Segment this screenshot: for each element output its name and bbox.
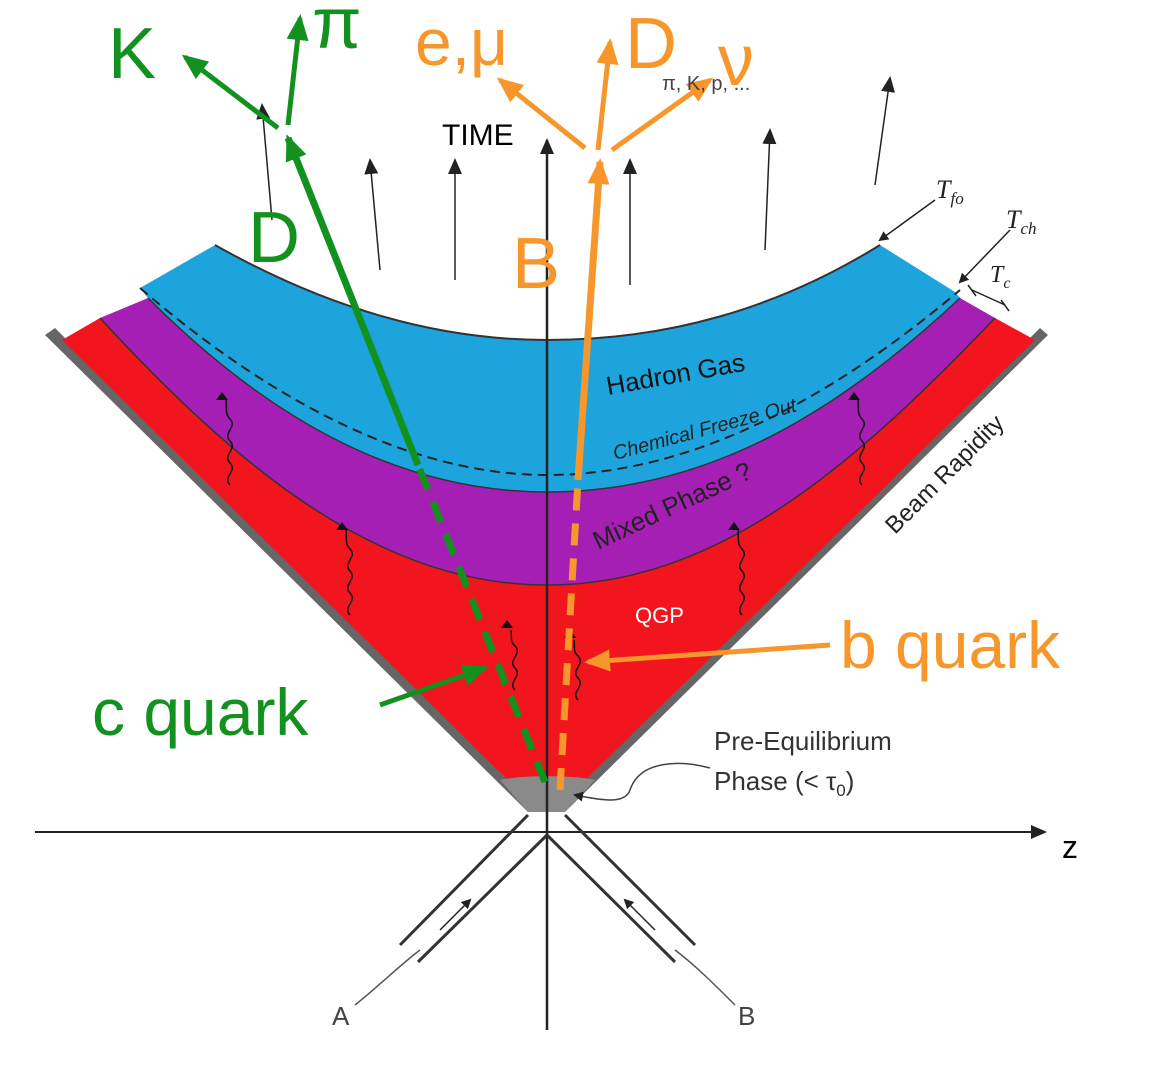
pre-equilibrium-label-line2: Phase (< τ0)	[714, 766, 854, 800]
nucleus-a-label: A	[332, 1001, 350, 1031]
nucleus-a-arrow	[439, 898, 472, 931]
beam-line-a-outer	[398, 813, 530, 947]
kaon-label: K	[108, 14, 156, 94]
arrow-icon	[364, 158, 381, 271]
nucleus-b-label: B	[738, 1001, 755, 1031]
t-c-bracket	[971, 289, 1006, 306]
t-fo-label: Tfo	[936, 175, 964, 208]
qgp-region	[62, 318, 1035, 800]
t-fo-pointer	[878, 199, 936, 242]
t-ch-pointer	[958, 229, 1011, 284]
time-axis-label: TIME	[442, 119, 514, 152]
arrow-icon	[874, 76, 895, 186]
t-ch-label: Tch	[1006, 205, 1037, 238]
arrow-icon	[256, 103, 273, 221]
bottom-trajectory	[496, 38, 831, 791]
pion-label: π	[312, 0, 362, 64]
z-axis-label: z	[1062, 829, 1078, 865]
hadrons-label: π, K, p, ...	[662, 73, 750, 95]
nucleus-b-arrow	[623, 898, 656, 931]
wavy-arrow-icon	[510, 629, 518, 691]
pre-equilibrium-label-line1: Pre-Equilibrium	[714, 726, 892, 756]
charm-trajectory	[181, 14, 549, 784]
hadron-gas-region	[140, 245, 960, 492]
d-meson-label: D	[248, 198, 300, 278]
nucleus-b-pointer	[674, 949, 736, 1006]
b-quark-pointer	[584, 642, 831, 672]
lepton-label: e,μ	[415, 5, 508, 79]
wavy-arrow-icon	[737, 528, 745, 616]
pre-equilibrium-pointer	[573, 762, 711, 802]
t-c-label: Tc	[990, 262, 1010, 292]
wavy-arrow-icon	[857, 398, 865, 486]
b-quark-label: b quark	[840, 608, 1061, 682]
qgp-label: QGP	[635, 603, 684, 628]
wavy-arrow-icon	[345, 528, 353, 616]
beam-line-a-inner	[416, 833, 549, 964]
flow-arrows	[256, 76, 895, 285]
nucleus-a-pointer	[354, 949, 421, 1006]
arrow-icon	[762, 128, 777, 251]
beam-line-b-inner	[545, 833, 677, 964]
d-meson-from-b-label: D	[625, 4, 677, 84]
wavy-arrow-icon	[573, 639, 581, 701]
neutrino-label: ν	[718, 21, 754, 101]
b-meson-label: B	[512, 224, 560, 304]
wavy-arrow-icon	[225, 398, 233, 486]
c-quark-label: c quark	[92, 675, 309, 749]
gluon-arrows	[225, 398, 865, 701]
c-quark-pointer	[379, 664, 489, 708]
beam-line-b-outer	[563, 813, 697, 947]
